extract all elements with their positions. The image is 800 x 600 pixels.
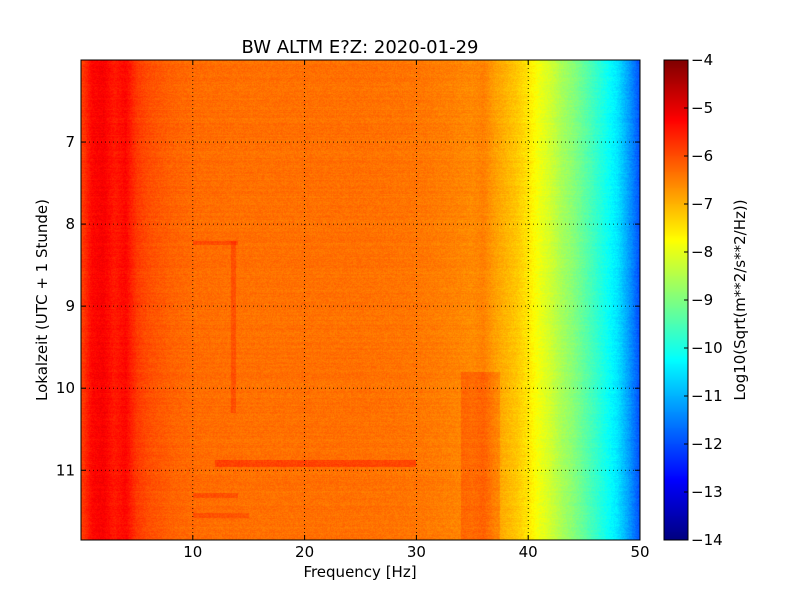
colorbar-tick-label: −8 (691, 243, 713, 261)
x-axis-label: Frequency [Hz] (303, 563, 416, 581)
colorbar-ticks: −4 −5 −6 −7 −8 −9 −10 −11 −12 −13 −14 (684, 51, 723, 549)
plot-frame (80, 59, 641, 541)
colorbar-tick-label: −10 (691, 339, 723, 357)
y-tick-label: 10 (56, 379, 75, 397)
colorbar-tick-label: −7 (691, 195, 713, 213)
x-tick-label: 20 (295, 543, 314, 561)
colorbar-tick-label: −6 (691, 147, 713, 165)
grid-lines (81, 60, 640, 540)
colorbar-tick-label: −4 (691, 51, 713, 69)
colorbar-tick-label: −14 (691, 531, 723, 549)
y-tick-label: 9 (65, 297, 75, 315)
y-tick-label: 11 (56, 461, 75, 479)
x-axis-ticks: 10 20 30 40 50 (183, 60, 650, 561)
chart-title: BW ALTM E?Z: 2020-01-29 (242, 37, 479, 58)
x-tick-label: 40 (519, 543, 538, 561)
colorbar-tick-label: −12 (691, 435, 723, 453)
y-axis-ticks: 7 8 9 10 11 (56, 133, 640, 479)
x-tick-label: 30 (407, 543, 426, 561)
y-tick-label: 8 (65, 215, 75, 233)
colorbar-tick-label: −9 (691, 291, 713, 309)
y-axis-label: Lokalzeit (UTC + 1 Stunde) (33, 199, 51, 401)
x-tick-label: 10 (183, 543, 202, 561)
colorbar-tick-label: −13 (691, 483, 723, 501)
colorbar-tick-label: −11 (691, 387, 723, 405)
colorbar-tick-label: −5 (691, 99, 713, 117)
y-tick-label: 7 (65, 133, 75, 151)
spectrogram-heatmap (81, 60, 640, 540)
x-tick-label: 50 (630, 543, 649, 561)
colorbar-label: Log10(Sqrt(m**2/s**2/Hz)) (731, 199, 749, 400)
